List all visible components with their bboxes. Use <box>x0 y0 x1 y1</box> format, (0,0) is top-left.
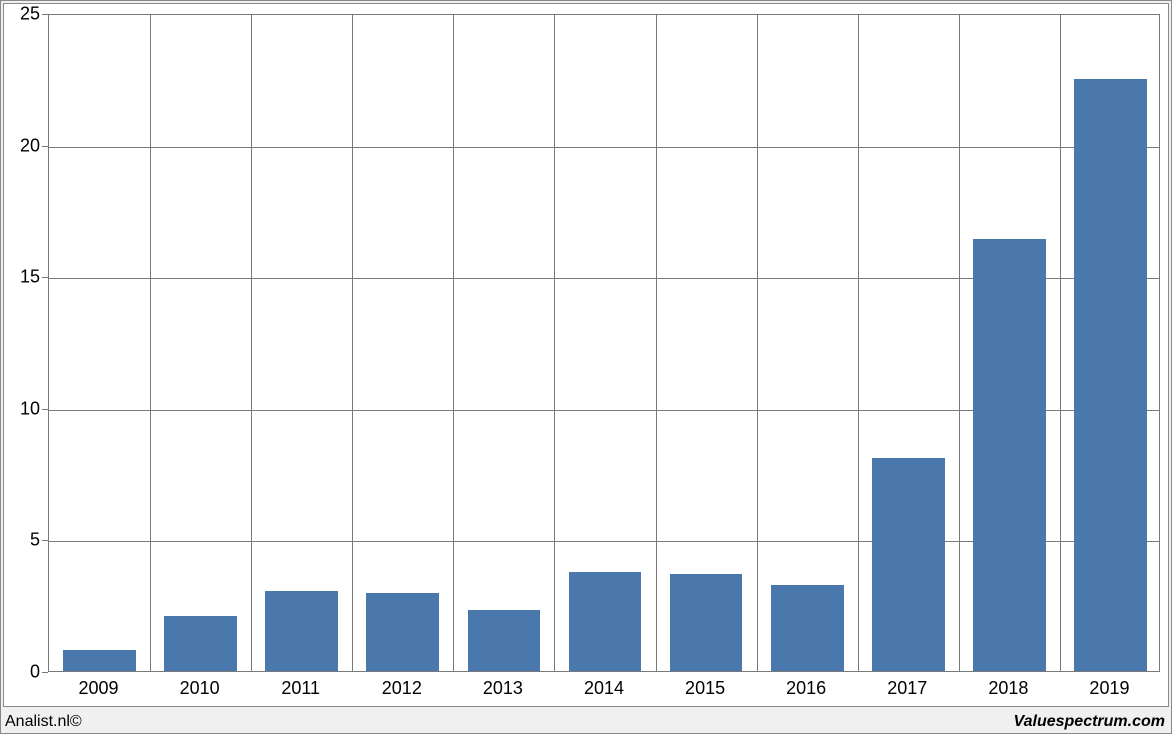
bar <box>872 458 945 671</box>
x-tick-label: 2010 <box>180 678 220 699</box>
chart-inner: 0 5 10 15 20 25 2009 2010 2011 2012 2013… <box>3 3 1169 707</box>
gridline-v <box>251 15 252 671</box>
x-tick-label: 2011 <box>281 678 320 699</box>
y-tick-label: 15 <box>6 267 40 288</box>
x-tick-label: 2017 <box>887 678 927 699</box>
x-tick-label: 2015 <box>685 678 725 699</box>
x-tick-label: 2019 <box>1089 678 1129 699</box>
bar <box>366 593 439 671</box>
gridline-v <box>1060 15 1061 671</box>
gridline-v <box>453 15 454 671</box>
gridline-v <box>352 15 353 671</box>
x-tick-label: 2009 <box>79 678 119 699</box>
y-tick-label: 0 <box>6 662 40 683</box>
gridline-v <box>858 15 859 671</box>
bar <box>569 572 642 671</box>
gridline-h <box>49 147 1159 148</box>
footer-left: Analist.nl© <box>5 713 82 731</box>
bar <box>164 616 237 671</box>
y-tick-label: 10 <box>6 398 40 419</box>
footer-right: Valuespectrum.com <box>1014 713 1165 731</box>
y-tick-label: 25 <box>6 4 40 25</box>
gridline-v <box>959 15 960 671</box>
bar <box>771 585 844 671</box>
chart-frame: 0 5 10 15 20 25 2009 2010 2011 2012 2013… <box>0 0 1172 734</box>
x-tick-label: 2012 <box>382 678 422 699</box>
y-tick-label: 5 <box>6 530 40 551</box>
gridline-v <box>150 15 151 671</box>
bar <box>670 574 743 671</box>
bar <box>468 610 541 671</box>
x-tick-label: 2016 <box>786 678 826 699</box>
x-tick-label: 2018 <box>988 678 1028 699</box>
bar <box>1074 79 1147 671</box>
bar <box>973 239 1046 671</box>
x-tick-label: 2013 <box>483 678 523 699</box>
y-tick <box>42 672 48 673</box>
y-tick-label: 20 <box>6 135 40 156</box>
plot-area <box>48 14 1160 672</box>
bar <box>63 650 136 671</box>
gridline-v <box>554 15 555 671</box>
x-tick-label: 2014 <box>584 678 624 699</box>
gridline-v <box>757 15 758 671</box>
gridline-v <box>656 15 657 671</box>
bar <box>265 591 338 671</box>
